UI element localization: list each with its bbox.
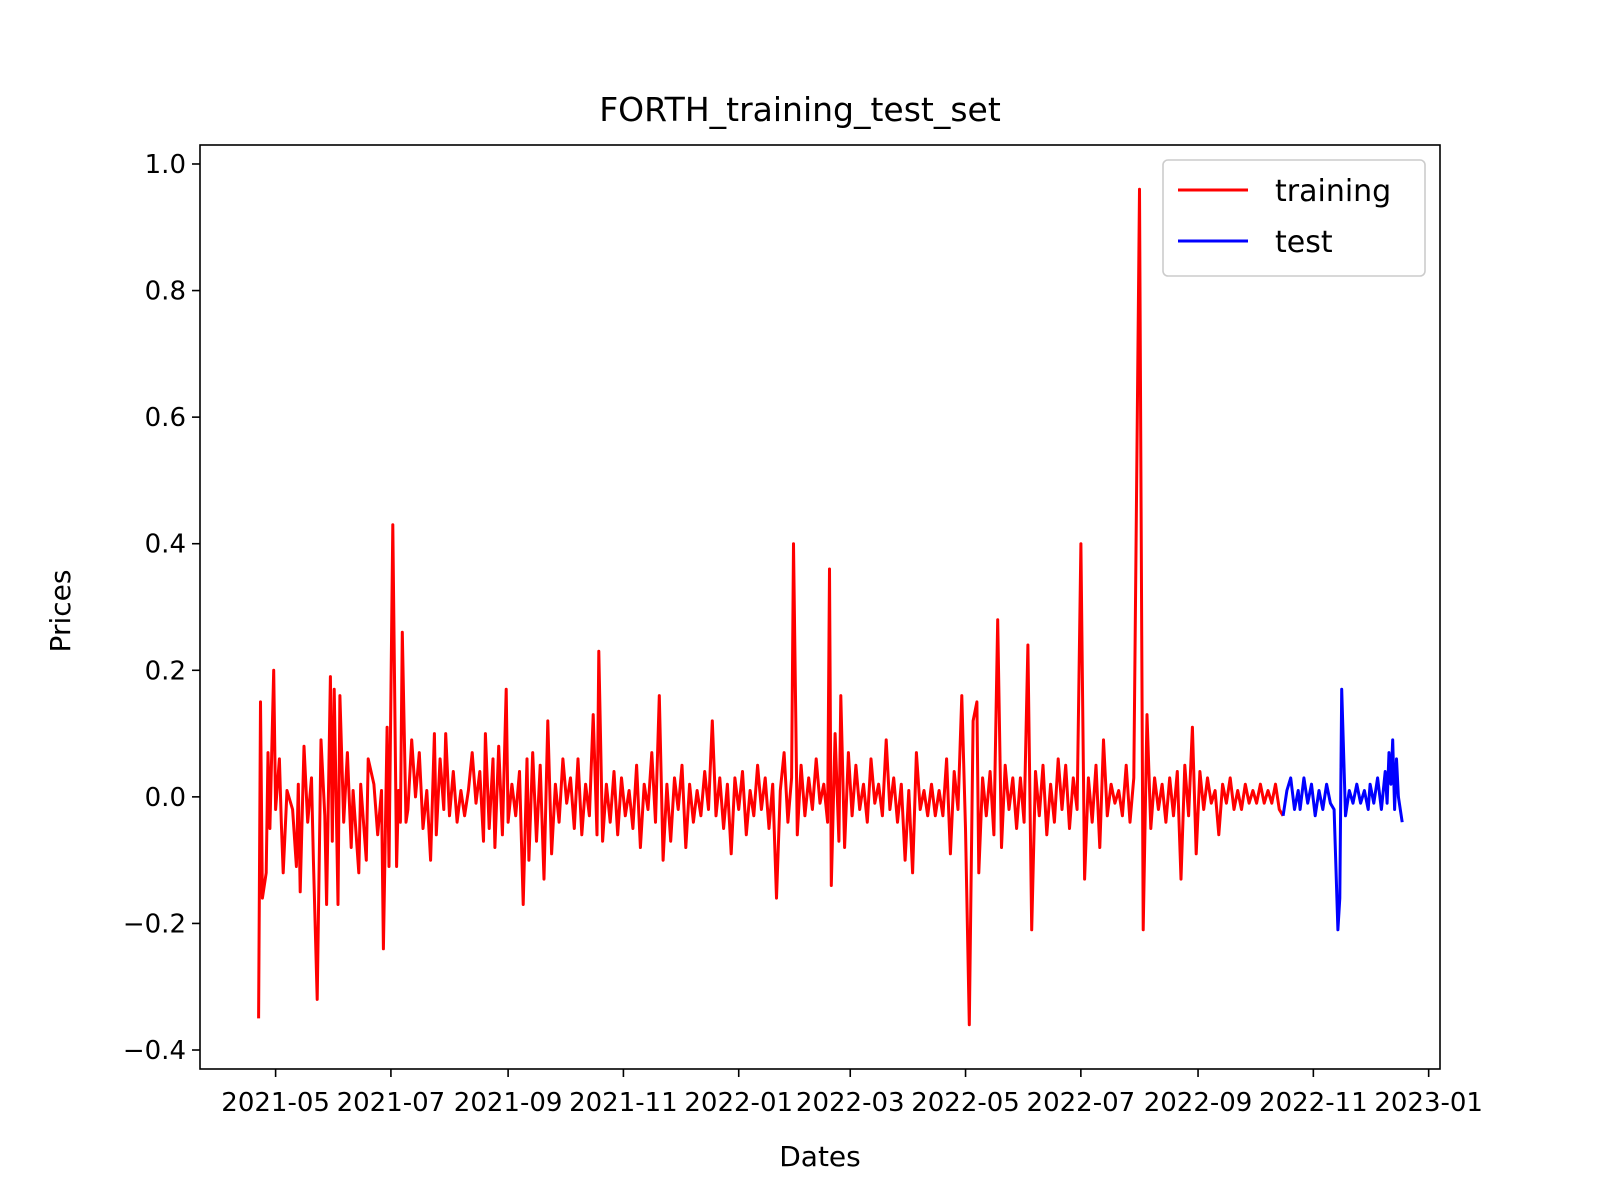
x-tick-label: 2022-09 [1144,1088,1253,1118]
series-line-training [257,187,1285,1027]
x-tick-label: 2022-11 [1259,1088,1368,1118]
y-tick-label: 0.6 [145,403,186,433]
y-tick-label: 0.4 [145,530,186,560]
x-tick-label: 2021-07 [337,1088,446,1118]
y-axis-label: Prices [44,570,77,653]
y-tick-label: −0.4 [123,1036,186,1066]
series-layer [257,187,1404,1027]
series-line-test [1281,687,1404,932]
y-axis: −0.4 −0.2 0.0 0.2 0.4 0.6 0.8 1.0 [123,150,200,1066]
x-axis-label: Dates [779,1140,861,1173]
y-tick-label: 0.2 [145,656,186,686]
x-tick-label: 2021-05 [221,1088,330,1118]
chart-title: FORTH_training_test_set [599,90,1001,129]
x-axis: 2021-05 2021-07 2021-09 2021-11 2022-01 2022-… [221,1069,1483,1118]
legend: training test [1162,159,1426,277]
y-tick-label: 0.8 [145,277,186,307]
plot-area [199,144,1441,1070]
x-tick-label: 2022-01 [684,1088,793,1118]
x-tick-label: 2022-07 [1027,1088,1136,1118]
legend-label-test: test [1275,225,1333,260]
y-tick-label: 1.0 [145,150,186,180]
y-tick-label: 0.0 [145,783,186,813]
y-tick-label: −0.2 [123,909,186,939]
x-tick-label: 2022-05 [911,1088,1020,1118]
x-tick-label: 2022-03 [796,1088,905,1118]
x-tick-label: 2021-11 [569,1088,678,1118]
x-tick-label: 2023-01 [1374,1088,1483,1118]
x-tick-label: 2021-09 [454,1088,563,1118]
legend-label-training: training [1275,174,1391,209]
